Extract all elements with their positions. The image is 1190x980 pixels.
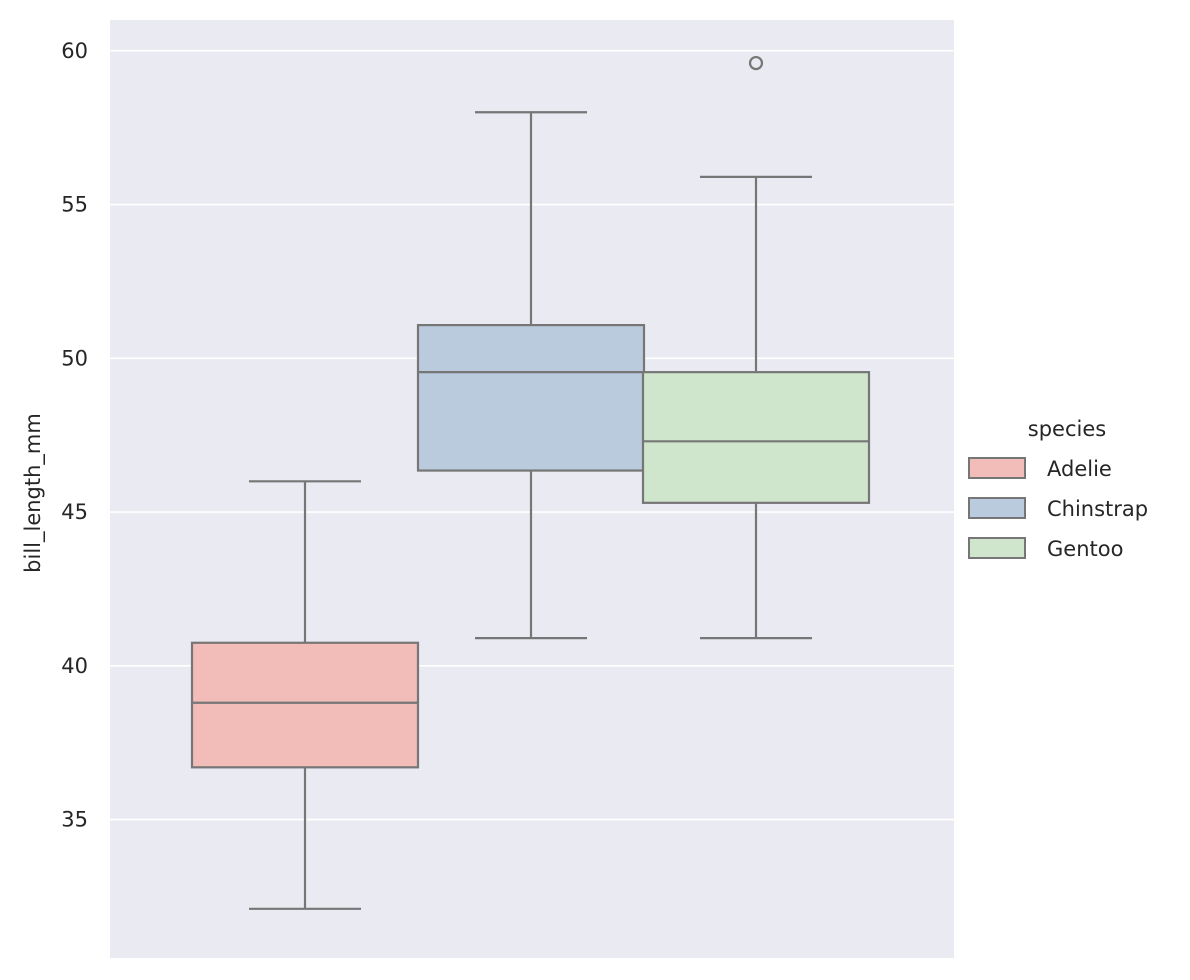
iqr-box — [190, 641, 420, 769]
legend-swatch — [968, 497, 1026, 519]
y-tick-label: 50 — [61, 346, 88, 370]
legend-item-chinstrap: Chinstrap — [968, 497, 1148, 521]
box-gentoo — [641, 55, 871, 640]
y-tick-label: 55 — [61, 193, 88, 217]
y-tick-label: 35 — [61, 808, 88, 832]
legend-label: Gentoo — [1047, 537, 1123, 561]
legend-swatch — [968, 537, 1026, 559]
legend-title: species — [1028, 417, 1106, 441]
legend-label: Chinstrap — [1047, 497, 1148, 521]
legend-item-gentoo: Gentoo — [968, 537, 1123, 561]
legend-item-adelie: Adelie — [968, 457, 1112, 481]
legend: species Adelie Chinstrap Gentoo — [968, 417, 1148, 561]
iqr-box — [416, 323, 646, 472]
outlier-point — [748, 55, 764, 71]
y-axis-ticks: 35 40 45 50 55 60 — [61, 39, 88, 832]
box-chinstrap — [416, 111, 646, 640]
y-tick-label: 45 — [61, 500, 88, 524]
iqr-box — [641, 371, 871, 504]
legend-label: Adelie — [1047, 457, 1112, 481]
legend-swatch — [968, 457, 1026, 479]
y-tick-label: 60 — [61, 39, 88, 63]
box-adelie — [190, 480, 420, 910]
y-tick-label: 40 — [61, 654, 88, 678]
boxes — [190, 55, 871, 910]
y-axis-label: bill_length_mm — [21, 413, 46, 573]
